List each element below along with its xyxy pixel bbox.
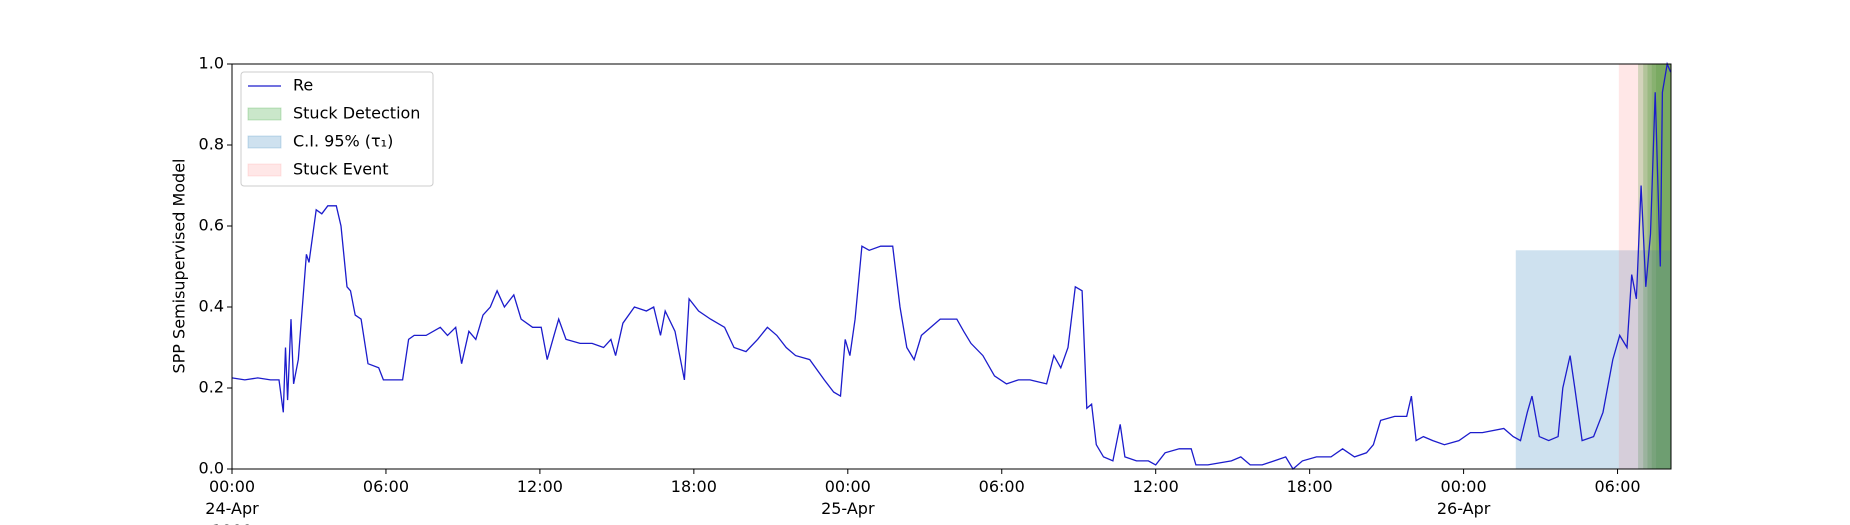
x-tick-label: 18:00 xyxy=(670,477,717,496)
y-tick-label: 0.8 xyxy=(199,135,224,154)
data-line xyxy=(231,61,1672,470)
y-tick-label: 1.0 xyxy=(199,54,224,73)
y-tick-label: 0.0 xyxy=(199,459,224,478)
legend-patch xyxy=(247,135,282,149)
y-tick-label: 0.6 xyxy=(199,216,224,235)
legend-box xyxy=(240,71,434,187)
legend-label: Stuck Detection xyxy=(293,104,420,123)
y-tick-label: 0.2 xyxy=(199,378,224,397)
x-tick-label: 00:00 26-Apr xyxy=(1436,477,1491,518)
shaded-span xyxy=(1656,64,1671,469)
x-tick-label: 12:00 xyxy=(1132,477,1179,496)
x-tick-label: 00:00 25-Apr xyxy=(821,477,875,518)
shaded-span xyxy=(1651,64,1671,469)
x-tick-label: 06:00 xyxy=(362,477,409,496)
plot-frame xyxy=(231,63,1672,470)
legend-patch xyxy=(247,107,282,121)
legend-label: Stuck Event xyxy=(293,160,389,179)
x-tick-label: 00:00 24-Apr 1900 xyxy=(205,477,259,525)
shaded-span xyxy=(1515,250,1671,469)
legend-label: Re xyxy=(293,76,313,95)
x-tick-label: 06:00 xyxy=(1594,477,1641,496)
y-axis-label: SPP Semisupervised Model xyxy=(170,159,189,374)
x-tick-label: 18:00 xyxy=(1286,477,1333,496)
x-tick-label: 12:00 xyxy=(516,477,563,496)
y-tick-label: 0.4 xyxy=(199,297,224,316)
legend-patch xyxy=(247,163,282,177)
legend-label: C.I. 95% (τ₁) xyxy=(293,132,393,151)
x-tick-label: 06:00 xyxy=(978,477,1025,496)
